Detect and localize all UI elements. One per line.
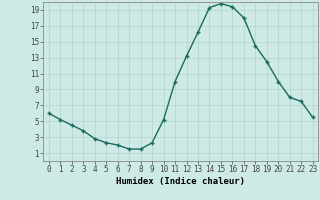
X-axis label: Humidex (Indice chaleur): Humidex (Indice chaleur) <box>116 177 245 186</box>
